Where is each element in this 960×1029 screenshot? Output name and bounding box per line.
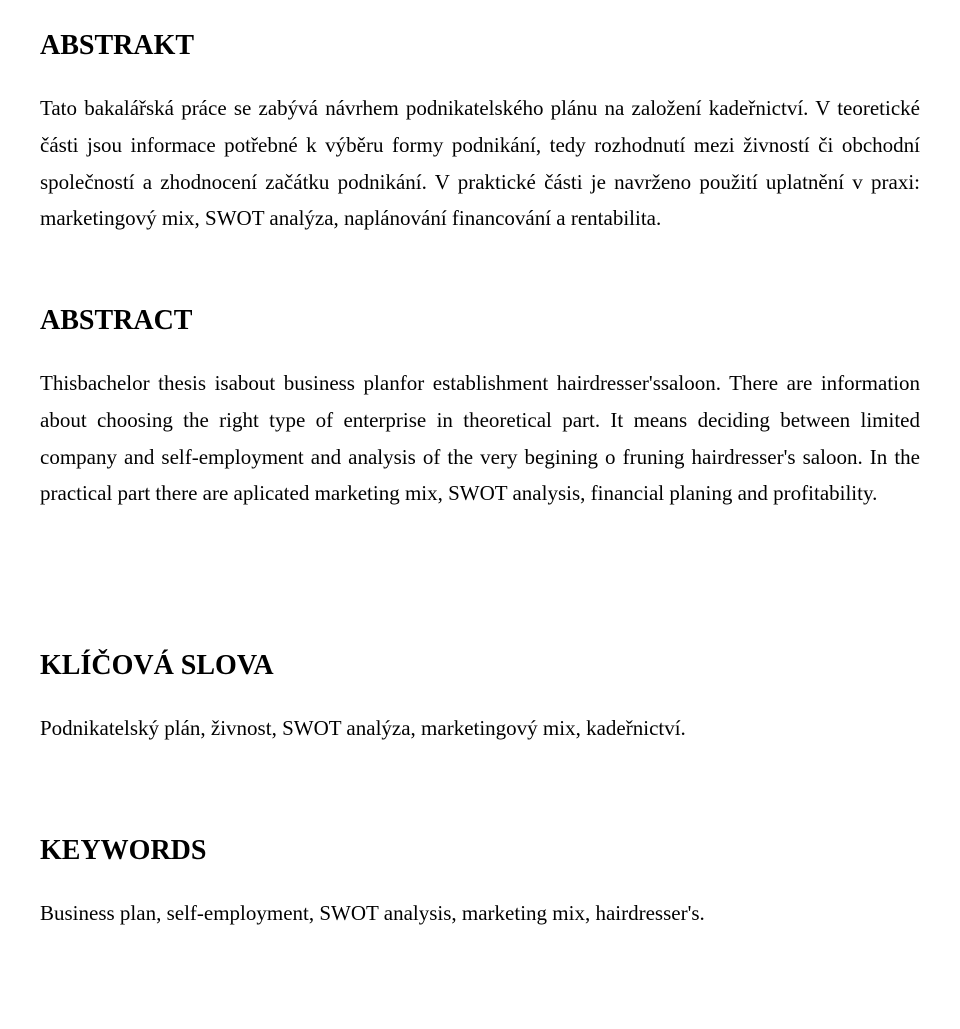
heading-abstract: ABSTRACT xyxy=(40,305,920,337)
heading-klicova-slova: KLÍČOVÁ SLOVA xyxy=(40,650,920,682)
heading-abstrakt: ABSTRAKT xyxy=(40,30,920,62)
spacer xyxy=(40,775,920,835)
paragraph-abstrakt: Tato bakalářská práce se zabývá návrhem … xyxy=(40,90,920,237)
paragraph-klicova-slova: Podnikatelský plán, živnost, SWOT analýz… xyxy=(40,710,920,747)
paragraph-keywords: Business plan, self-employment, SWOT ana… xyxy=(40,895,920,932)
paragraph-abstract: Thisbachelor thesis isabout business pla… xyxy=(40,365,920,512)
spacer xyxy=(40,540,920,650)
heading-keywords: KEYWORDS xyxy=(40,835,920,867)
spacer xyxy=(40,265,920,305)
